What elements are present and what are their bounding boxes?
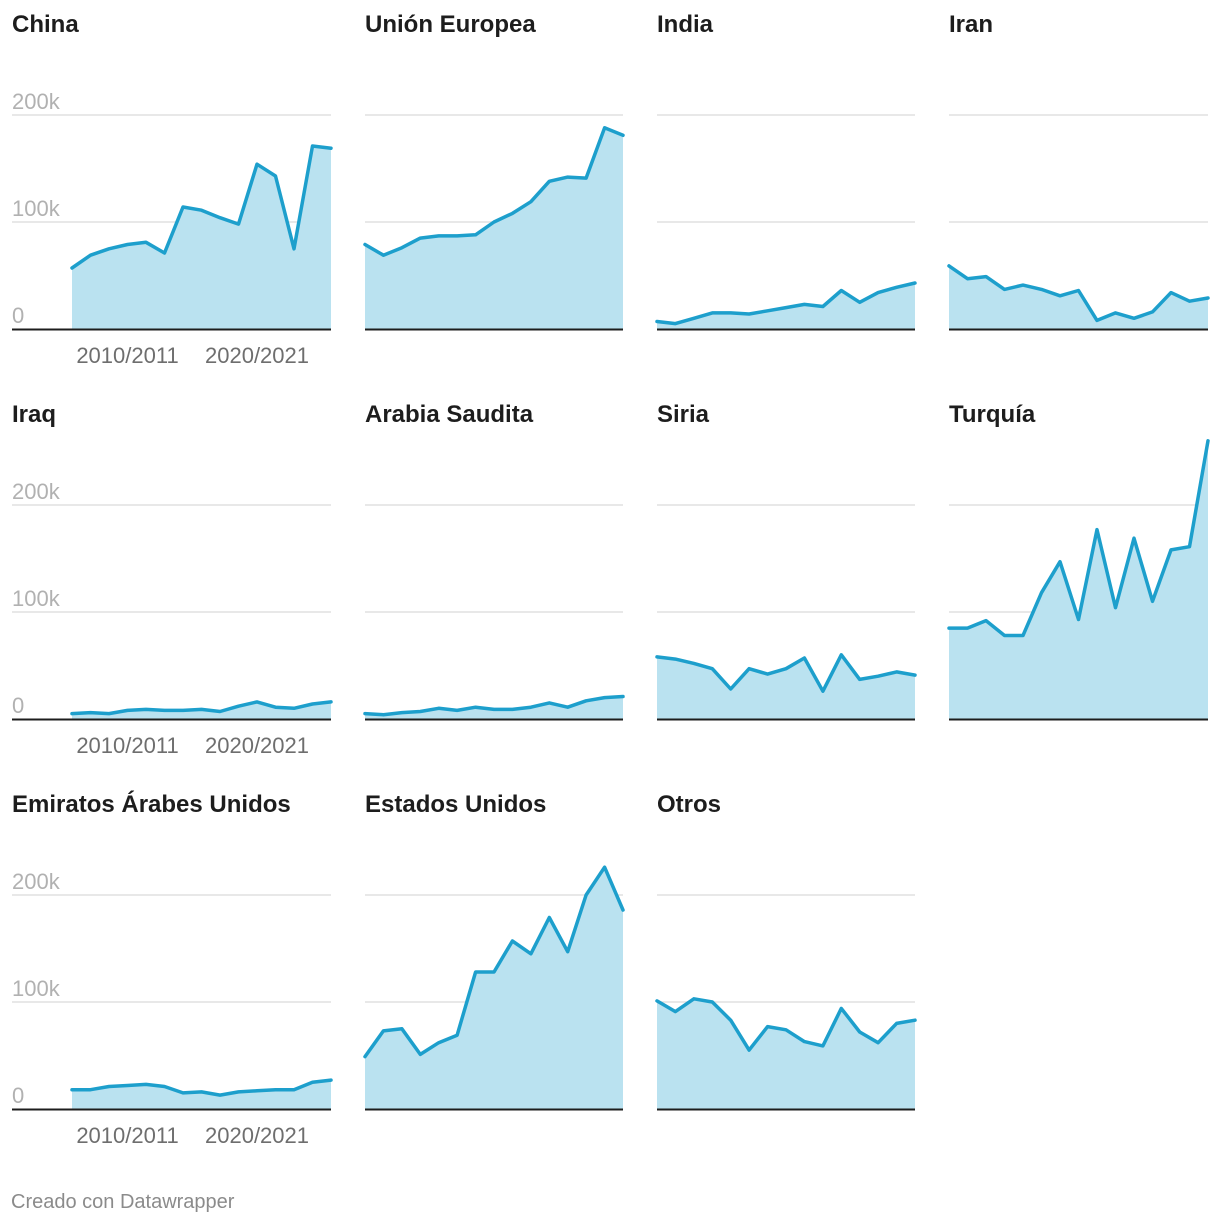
- panel-title: Siria: [657, 401, 710, 428]
- series-area: [365, 127, 623, 329]
- panel-chart: [947, 439, 1210, 721]
- series-line: [655, 653, 917, 693]
- panel-chart: [947, 114, 1210, 331]
- series-line: [363, 694, 625, 717]
- panel-title: Emiratos Árabes Unidos: [12, 791, 291, 818]
- series-area: [657, 998, 915, 1109]
- y-tick-label: 200k: [12, 479, 61, 504]
- series-line: [947, 439, 1210, 638]
- y-tick-label: 100k: [12, 976, 61, 1001]
- panel-siria: Siria: [0, 390, 1220, 780]
- panel-chart: [655, 114, 917, 331]
- series-area: [365, 696, 623, 719]
- series-line: [70, 144, 333, 270]
- panel-iraq: Iraq 0 100k 200k 2010/2011 2020/2021: [0, 390, 1220, 780]
- panel-title: China: [12, 11, 79, 38]
- y-tick-label: 0: [12, 303, 24, 328]
- series-line: [363, 865, 625, 1059]
- panel-chart: 0 100k 200k 2010/2011 2020/2021: [12, 869, 333, 1148]
- panel-title: Arabia Saudita: [365, 401, 534, 428]
- panel-title: Otros: [657, 791, 722, 818]
- series-line: [655, 997, 917, 1052]
- series-line: [70, 1078, 333, 1097]
- x-tick-label: 2020/2021: [205, 1123, 309, 1148]
- y-tick-label: 0: [12, 693, 24, 718]
- footer-credit: Creado con Datawrapper: [11, 1191, 235, 1213]
- x-tick-label: 2020/2021: [205, 343, 309, 368]
- series-area: [657, 654, 915, 719]
- series-line: [70, 700, 333, 716]
- series-area: [72, 146, 331, 329]
- panel-china: China 0 100k 200k 2010/2011 2020/2021: [0, 0, 1220, 390]
- y-tick-label: 100k: [12, 586, 61, 611]
- series-area: [949, 265, 1208, 329]
- x-tick-label: 2010/2011: [76, 343, 178, 368]
- panel-emiratos-rabes-unidos: Emiratos Árabes Unidos 0 100k 200k 2010/2011…: [0, 780, 1220, 1170]
- series-area: [72, 1080, 331, 1109]
- panel-chart: [363, 865, 625, 1111]
- panel-title: Turquía: [949, 401, 1036, 428]
- series-line: [363, 126, 625, 257]
- y-tick-label: 100k: [12, 196, 61, 221]
- panel-turqu-a: Turquía: [0, 390, 1220, 780]
- panel-uni-n-europea: Unión Europea: [0, 0, 1220, 390]
- series-line: [655, 281, 917, 326]
- panel-title: Iraq: [12, 401, 57, 428]
- series-area: [657, 283, 915, 329]
- panel-india: India: [0, 0, 1220, 390]
- panel-title: Estados Unidos: [365, 791, 547, 818]
- panel-estados-unidos: Estados Unidos: [0, 780, 1220, 1170]
- panel-chart: [655, 894, 917, 1111]
- x-tick-label: 2020/2021: [205, 733, 309, 758]
- series-area: [365, 867, 623, 1109]
- panel-title: India: [657, 11, 714, 38]
- panel-chart: [655, 504, 917, 721]
- x-tick-label: 2010/2011: [76, 733, 178, 758]
- panel-chart: [363, 114, 625, 331]
- panel-chart: 0 100k 200k 2010/2011 2020/2021: [12, 479, 333, 758]
- y-tick-label: 0: [12, 1083, 24, 1108]
- series-area: [949, 440, 1208, 719]
- y-tick-label: 200k: [12, 89, 61, 114]
- panel-chart: [363, 504, 625, 721]
- series-line: [947, 264, 1210, 323]
- panel-title: Unión Europea: [365, 11, 536, 38]
- panel-arabia-saudita: Arabia Saudita: [0, 390, 1220, 780]
- panel-title: Iran: [949, 11, 994, 38]
- panel-chart: 0 100k 200k 2010/2011 2020/2021: [12, 89, 333, 368]
- x-tick-label: 2010/2011: [76, 1123, 178, 1148]
- panel-otros: Otros: [0, 780, 1220, 1170]
- panel-iran: Iran: [0, 0, 1220, 390]
- y-tick-label: 200k: [12, 869, 61, 894]
